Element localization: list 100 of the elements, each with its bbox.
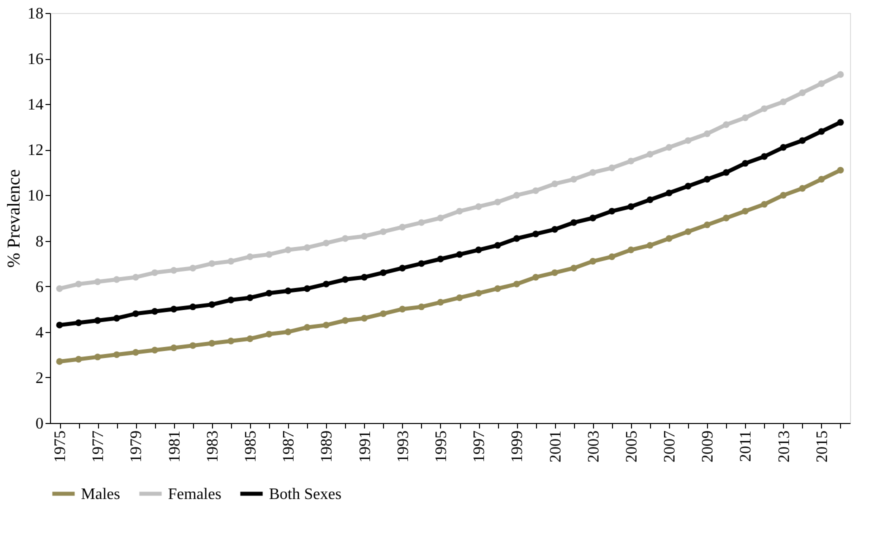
- point: [113, 314, 120, 322]
- point: [646, 150, 654, 158]
- x-tick-label: 1979: [128, 430, 146, 462]
- legend-label: Females: [168, 486, 222, 503]
- x-tick-label: 1995: [432, 430, 450, 462]
- point: [75, 319, 82, 326]
- point: [628, 203, 634, 210]
- point: [742, 208, 749, 215]
- point: [456, 251, 463, 258]
- x-tick-label: 2007: [662, 430, 679, 462]
- legend-label: Males: [81, 486, 120, 503]
- point: [760, 153, 768, 160]
- y-tick-label: 14: [28, 96, 44, 114]
- point: [228, 338, 234, 344]
- point: [380, 269, 387, 276]
- point: [170, 267, 178, 274]
- point: [380, 228, 387, 236]
- point: [228, 296, 234, 304]
- point: [513, 235, 520, 242]
- point: [532, 187, 540, 194]
- point: [284, 328, 292, 336]
- point: [837, 166, 844, 174]
- point: [818, 128, 825, 135]
- point: [190, 342, 196, 349]
- point: [608, 253, 616, 260]
- x-tick-label: 1977: [90, 430, 108, 462]
- point: [94, 354, 101, 360]
- point: [246, 335, 254, 342]
- point: [208, 260, 216, 267]
- point: [132, 274, 140, 281]
- point: [799, 89, 806, 96]
- point: [590, 214, 596, 222]
- point: [170, 306, 178, 312]
- point: [151, 269, 158, 276]
- point: [151, 308, 158, 315]
- point: [722, 169, 730, 176]
- point: [513, 280, 520, 288]
- x-tick-label: 1975: [52, 430, 70, 462]
- point: [132, 310, 140, 318]
- y-tick-label: 4: [36, 324, 44, 342]
- point: [304, 324, 310, 331]
- x-tick-label: 2011: [738, 430, 755, 462]
- point: [94, 278, 101, 286]
- point: [837, 71, 844, 78]
- point: [437, 214, 444, 222]
- x-tick-label: 1983: [204, 430, 222, 462]
- point: [608, 208, 616, 215]
- point: [266, 290, 272, 297]
- point: [246, 253, 254, 260]
- x-tick-label: 2001: [547, 430, 564, 462]
- point: [342, 317, 349, 324]
- point: [170, 344, 178, 352]
- point: [475, 290, 482, 297]
- point: [722, 214, 730, 222]
- point: [380, 310, 387, 318]
- point: [494, 285, 501, 292]
- y-tick-label: 0: [36, 416, 44, 432]
- point: [322, 280, 330, 288]
- point: [284, 246, 292, 254]
- y-tick-label: 2: [36, 370, 44, 387]
- x-tick-label: 1999: [509, 430, 526, 462]
- y-tick-label: 12: [28, 142, 44, 160]
- point: [684, 228, 692, 236]
- point: [684, 182, 692, 190]
- point: [208, 301, 216, 308]
- x-tick-label: 2015: [814, 430, 831, 462]
- x-tick-label: 1989: [318, 430, 336, 462]
- point: [551, 180, 558, 188]
- point: [399, 264, 406, 272]
- point: [742, 114, 749, 122]
- point: [570, 264, 578, 272]
- point: [590, 169, 596, 176]
- point: [760, 200, 768, 208]
- point: [799, 185, 806, 192]
- point: [304, 285, 310, 292]
- point: [780, 98, 787, 106]
- point: [646, 196, 654, 204]
- point: [666, 144, 672, 151]
- point: [437, 256, 444, 262]
- point: [570, 219, 578, 226]
- point: [780, 192, 787, 199]
- point: [246, 294, 254, 302]
- point: [75, 356, 82, 363]
- point: [437, 298, 444, 306]
- point: [322, 240, 330, 246]
- point: [456, 294, 463, 302]
- point: [56, 322, 63, 328]
- point: [551, 226, 558, 233]
- point: [360, 274, 368, 281]
- point: [837, 118, 844, 126]
- x-tick-label: 2003: [585, 430, 602, 462]
- point: [151, 346, 158, 354]
- point: [551, 269, 558, 276]
- x-tick-label: 2009: [700, 430, 717, 462]
- y-tick-label: 6: [36, 278, 44, 296]
- point: [56, 358, 63, 365]
- point: [304, 244, 310, 251]
- point: [780, 144, 787, 151]
- point: [532, 230, 540, 238]
- point: [704, 221, 710, 228]
